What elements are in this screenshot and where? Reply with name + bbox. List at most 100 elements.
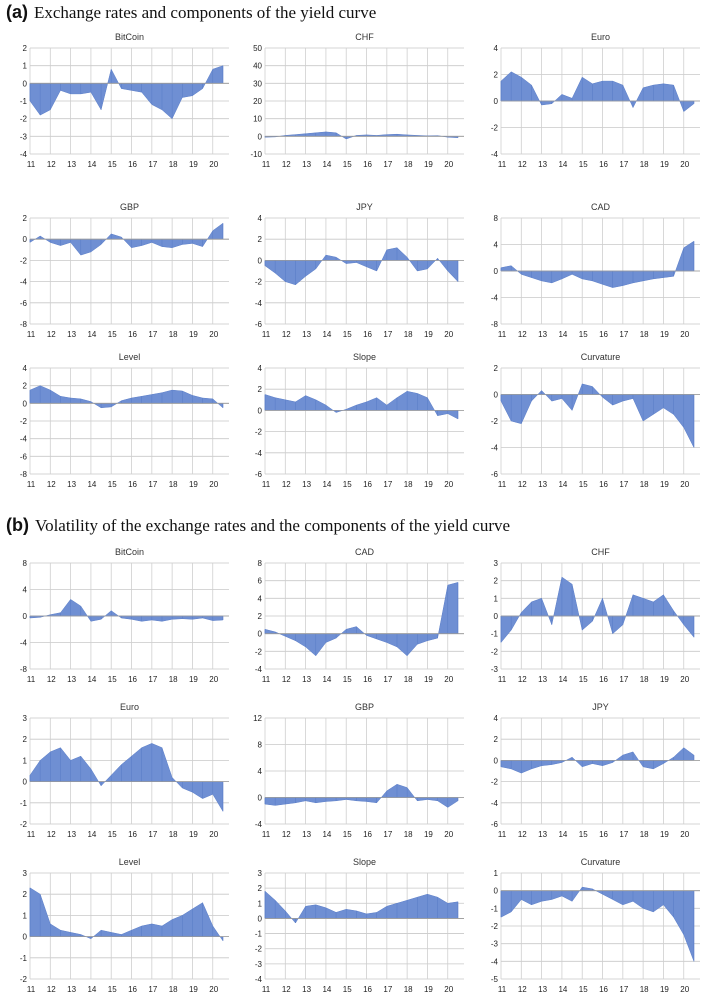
- a-euro-xtick-label: 18: [640, 160, 649, 169]
- a-level-series-area: [30, 386, 223, 408]
- b-curvature-xtick-label: 16: [599, 985, 608, 994]
- a-curvature-xtick-label: 12: [518, 480, 527, 489]
- a-curvature-xtick-label: 15: [579, 480, 588, 489]
- b-cad-xtick-label: 12: [282, 675, 291, 684]
- b-slope-ytick-label: 3: [258, 869, 263, 878]
- b-level-ytick-label: -2: [20, 975, 28, 984]
- b-curvature-xtick-label: 11: [498, 985, 507, 994]
- b-slope-ytick-label: -4: [255, 975, 263, 984]
- a-cad-xtick-label: 17: [619, 330, 628, 339]
- b-jpy-ytick-label: 2: [494, 735, 499, 744]
- a-jpy-ytick-label: 0: [258, 256, 263, 265]
- a-cad-ytick-label: -8: [491, 320, 499, 329]
- a-level-ytick-label: -8: [20, 470, 28, 479]
- a-gbp-ytick-label: -2: [20, 256, 28, 265]
- a-slope-ytick-label: 0: [258, 406, 263, 415]
- b-jpy-xtick-label: 17: [619, 830, 628, 839]
- a-slope-xtick-label: 18: [404, 480, 413, 489]
- b-gbp-xtick-label: 18: [404, 830, 413, 839]
- b-slope-ytick-label: 2: [258, 884, 263, 893]
- a-gbp-title: GBP: [120, 202, 139, 212]
- a-gbp-ytick-label: 0: [23, 235, 28, 244]
- b-level-title: Level: [119, 857, 141, 867]
- a-chf-xtick-label: 13: [302, 160, 311, 169]
- a-euro-ytick-label: 4: [494, 44, 499, 53]
- b-jpy-xtick-label: 20: [680, 830, 689, 839]
- b-chf-xtick-label: 13: [538, 675, 547, 684]
- b-chf-ytick-label: 1: [494, 594, 499, 603]
- b-bitcoin-xtick-label: 13: [67, 675, 76, 684]
- a-euro-xtick-label: 12: [518, 160, 527, 169]
- b-cad-xtick-label: 15: [343, 675, 352, 684]
- b-bitcoin-xtick-label: 17: [148, 675, 157, 684]
- b-chf-xtick-label: 20: [680, 675, 689, 684]
- a-slope-xtick-label: 15: [343, 480, 352, 489]
- b-bitcoin-series-area: [30, 599, 223, 621]
- b-cad-ytick-label: 8: [258, 559, 263, 568]
- b-euro-xtick-label: 20: [209, 830, 218, 839]
- b-slope-xtick-label: 18: [404, 985, 413, 994]
- b-gbp-ytick-label: 12: [253, 714, 262, 723]
- b-curvature-xtick-label: 12: [518, 985, 527, 994]
- a-euro-xtick-label: 15: [579, 160, 588, 169]
- a-cad-ytick-label: -4: [491, 294, 499, 303]
- b-jpy-ytick-label: -2: [491, 778, 499, 787]
- a-cad-xtick-label: 11: [498, 330, 507, 339]
- a-gbp-ytick-label: 2: [23, 214, 28, 223]
- a-slope-ytick-label: -6: [255, 470, 263, 479]
- b-chf-ytick-label: 0: [494, 612, 499, 621]
- a-slope-xtick-label: 16: [363, 480, 372, 489]
- a-bitcoin-xtick-label: 17: [148, 160, 157, 169]
- a-cad-xtick-label: 15: [579, 330, 588, 339]
- a-curvature-title: Curvature: [581, 352, 621, 362]
- a-jpy-ytick-label: -2: [255, 278, 263, 287]
- b-chf-ytick-label: 3: [494, 559, 499, 568]
- a-bitcoin-xtick-label: 18: [169, 160, 178, 169]
- b-gbp-chart: GBP 12 8 4 0 -411 12 13 14 15 16 17 18 19 20: [243, 700, 468, 840]
- a-euro-xtick-label: 13: [538, 160, 547, 169]
- a-slope-xtick-label: 20: [444, 480, 453, 489]
- a-level-ytick-label: 4: [23, 364, 28, 373]
- a-chf-xtick-label: 12: [282, 160, 291, 169]
- a-gbp-xtick-label: 20: [209, 330, 218, 339]
- a-bitcoin-xtick-label: 20: [209, 160, 218, 169]
- a-level-xtick-label: 19: [189, 480, 198, 489]
- b-cad-ytick-label: 2: [258, 612, 263, 621]
- b-euro-ytick-label: 1: [23, 756, 28, 765]
- b-bitcoin-xtick-label: 20: [209, 675, 218, 684]
- b-bitcoin-title: BitCoin: [115, 547, 144, 557]
- b-jpy-xtick-label: 15: [579, 830, 588, 839]
- a-chf-xtick-label: 18: [404, 160, 413, 169]
- a-jpy-title: JPY: [356, 202, 373, 212]
- b-cad-series-area: [265, 582, 458, 655]
- b-cad-title: CAD: [355, 547, 375, 557]
- b-slope-ytick-label: -1: [255, 930, 263, 939]
- b-chf-xtick-label: 17: [619, 675, 628, 684]
- b-cad-ytick-label: -4: [255, 665, 263, 674]
- b-curvature-xtick-label: 19: [660, 985, 669, 994]
- a-cad-ytick-label: 8: [494, 214, 499, 223]
- a-level-xtick-label: 18: [169, 480, 178, 489]
- a-cad-series-area: [501, 241, 694, 287]
- b-cad-xtick-label: 11: [262, 675, 271, 684]
- b-level-xtick-label: 15: [108, 985, 117, 994]
- a-level-title: Level: [119, 352, 141, 362]
- a-jpy-xtick-label: 16: [363, 330, 372, 339]
- a-slope-xtick-label: 13: [302, 480, 311, 489]
- a-gbp-xtick-label: 14: [87, 330, 96, 339]
- a-euro-xtick-label: 11: [498, 160, 507, 169]
- b-curvature-ytick-label: -5: [491, 975, 499, 984]
- a-curvature-xtick-label: 18: [640, 480, 649, 489]
- b-gbp-xtick-label: 12: [282, 830, 291, 839]
- b-chf-xtick-label: 15: [579, 675, 588, 684]
- b-curvature-xtick-label: 18: [640, 985, 649, 994]
- a-slope-xtick-label: 12: [282, 480, 291, 489]
- a-bitcoin-xtick-label: 13: [67, 160, 76, 169]
- a-euro-xtick-label: 19: [660, 160, 669, 169]
- b-curvature-title: Curvature: [581, 857, 621, 867]
- b-gbp-xtick-label: 19: [424, 830, 433, 839]
- b-level-xtick-label: 20: [209, 985, 218, 994]
- a-slope-xtick-label: 11: [262, 480, 271, 489]
